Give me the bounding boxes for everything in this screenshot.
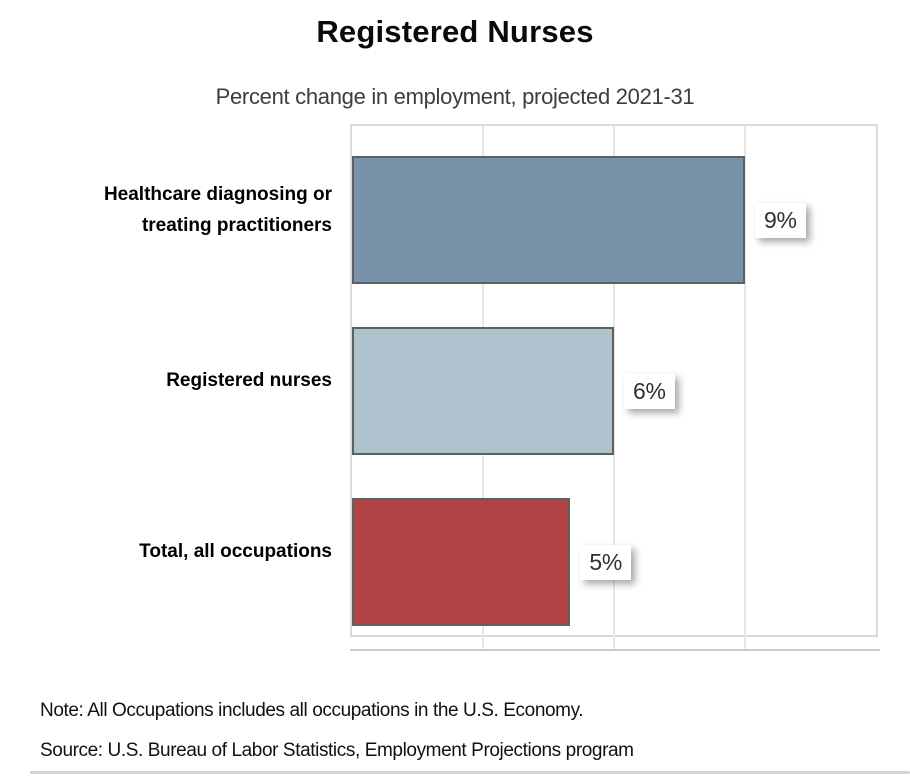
- bar-chart: Healthcare diagnosing or treating practi…: [0, 124, 910, 649]
- gridline-6: [613, 126, 615, 649]
- category-label: Registered nurses: [0, 295, 336, 466]
- chart-plot-area: 9% 6% 5%: [350, 124, 878, 649]
- chart-category-labels: Healthcare diagnosing or treating practi…: [0, 124, 336, 637]
- chart-source: Source: U.S. Bureau of Labor Statistics,…: [40, 740, 634, 761]
- bar-row: 9%: [352, 126, 876, 297]
- bar-6%: [352, 327, 614, 455]
- category-label-text: Total, all occupations: [139, 541, 332, 562]
- gridline-9: [744, 126, 746, 649]
- value-label-box: 9%: [755, 156, 806, 284]
- chart-note: Note: All Occupations includes all occup…: [40, 700, 584, 721]
- bar-9%: [352, 156, 745, 284]
- x-axis-line: [350, 649, 880, 651]
- value-label: 9%: [755, 202, 806, 238]
- value-label: 5%: [580, 544, 631, 580]
- category-label-text: Registered nurses: [166, 370, 332, 391]
- value-label-box: 6%: [624, 327, 675, 455]
- category-label: Total, all occupations: [0, 466, 336, 637]
- bar-row: 5%: [352, 468, 876, 639]
- chart-title: Registered Nurses: [316, 14, 594, 49]
- chart-rows: 9% 6% 5%: [352, 126, 876, 639]
- value-label-box: 5%: [580, 498, 631, 626]
- bar-row: 6%: [352, 297, 876, 468]
- category-label: Healthcare diagnosing or treating practi…: [0, 124, 336, 295]
- value-label: 6%: [624, 373, 675, 409]
- chart-subtitle: Percent change in employment, projected …: [215, 84, 695, 109]
- bottom-divider: [30, 771, 910, 774]
- category-label-text: Healthcare diagnosing or treating practi…: [103, 183, 332, 236]
- bar-5%: [352, 498, 571, 626]
